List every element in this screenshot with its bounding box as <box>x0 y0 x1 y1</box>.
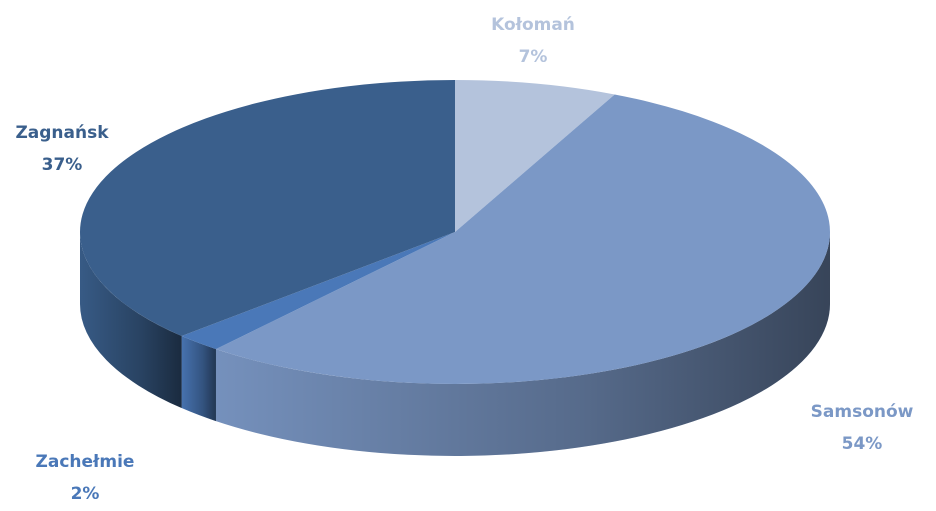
pie-side-shade <box>181 336 216 422</box>
pie-side-shade <box>80 232 182 409</box>
pie-slice <box>455 80 615 232</box>
pie-slice <box>79 80 456 337</box>
pie-slice <box>181 232 455 350</box>
slice-value-label: 37% <box>42 155 83 175</box>
slice-label: Zagnańsk <box>15 123 109 143</box>
slice-label: Kołomań <box>491 15 575 35</box>
pie-slice <box>215 94 830 385</box>
slice-label: Samsonów <box>811 402 914 422</box>
slice-value-label: 54% <box>842 434 883 454</box>
slice-label: Zachełmie <box>36 452 135 472</box>
slice-value-label: 2% <box>71 484 100 504</box>
slice-value-label: 7% <box>519 47 548 67</box>
pie-side-shade <box>215 232 830 456</box>
